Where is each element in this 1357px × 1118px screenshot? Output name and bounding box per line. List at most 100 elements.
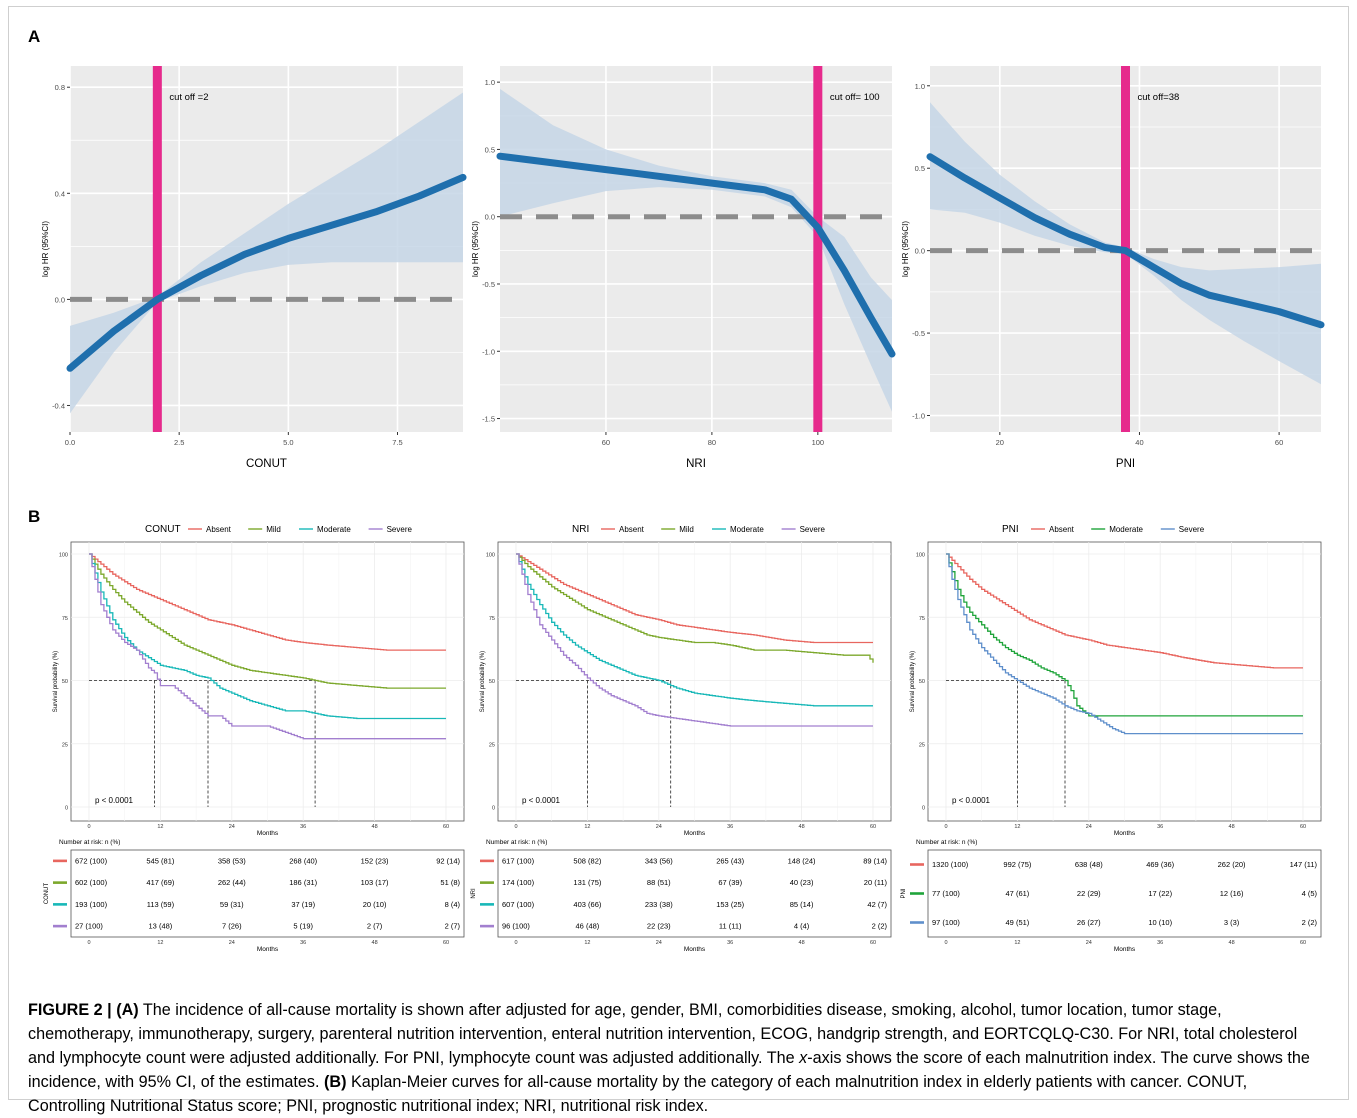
risk-cell: 22 (29) [1077, 889, 1101, 898]
y-tick-label: 0.0 [55, 295, 65, 304]
y-axis-title: log HR (95%CI) [41, 221, 50, 277]
risk-cell: 186 (31) [289, 878, 317, 887]
risk-cell: 4 (5) [1302, 889, 1318, 898]
y-tick-label: 50 [919, 679, 925, 685]
risk-cell: 417 (69) [146, 878, 174, 887]
km-curve-absent [89, 553, 446, 651]
x-tick-label: 60 [1275, 438, 1283, 447]
risk-x-tick-label: 48 [372, 940, 378, 946]
risk-cell: 131 (75) [573, 878, 601, 887]
x-tick-label: 7.5 [392, 438, 402, 447]
risk-cell: 358 (53) [218, 856, 246, 865]
y-tick-label: -1.5 [482, 415, 495, 424]
km-curve-mild [516, 553, 874, 663]
risk-cell: 262 (20) [1218, 860, 1246, 869]
x-tick-label: 24 [229, 824, 235, 830]
y-tick-label: 0 [922, 806, 925, 812]
y-tick-label: 0.0 [485, 213, 495, 222]
panel-b-risk-tables: Number at risk: n (%) 672 (100) 545 (81) 35… [44, 839, 1322, 953]
risk-cell: 22 (23) [647, 922, 671, 931]
x-tick-label: 36 [1157, 824, 1163, 830]
cutoff-label: cut off= 100 [830, 92, 880, 103]
caption-text-1: The incidence of all-cause mortality is … [28, 1001, 1298, 1067]
risk-cell: 268 (40) [289, 856, 317, 865]
legend-label-moderate: Moderate [1109, 525, 1143, 534]
risk-table-pni: Number at risk: n (%) 1320 (100) 992 (75) 6… [901, 839, 1322, 953]
x-tick-label: 12 [1014, 824, 1020, 830]
spline-chart-nri: cut off= 100 -1.5 -1.0 -0.5 0.0 0.5 1.0 60 80 100… [471, 66, 896, 470]
legend-title: PNI [1002, 524, 1019, 535]
risk-table-border [927, 849, 1322, 938]
y-tick-label: 0.5 [485, 145, 495, 154]
risk-cell: 2 (7) [445, 922, 461, 931]
risk-x-tick-label: 0 [944, 940, 947, 946]
risk-cell: 85 (14) [790, 900, 814, 909]
risk-cell: 1320 (100) [932, 860, 969, 869]
x-tick-label: 36 [300, 824, 306, 830]
risk-cell: 233 (38) [645, 900, 673, 909]
y-tick-label: 0.5 [915, 164, 925, 173]
x-tick-label: 36 [727, 824, 733, 830]
panel-b-km-curves: 0 25 50 75 100 0 12 24 36 48 60 Months Survival prob… [53, 524, 1322, 837]
risk-cell: 2 (2) [1302, 918, 1318, 927]
risk-cell: 147 (11) [1290, 860, 1318, 869]
risk-x-axis-title: Months [684, 946, 706, 953]
y-tick-label: -0.5 [482, 280, 495, 289]
x-tick-label: 0 [514, 824, 517, 830]
spline-chart-conut: cut off =2 -0.4 0.0 0.4 0.8 0.0 2.5 5.0 7.5 CONUT… [41, 66, 467, 470]
risk-x-tick-label: 12 [157, 940, 163, 946]
risk-table-nri: Number at risk: n (%) 617 (100) 508 (82) 34… [471, 839, 892, 953]
legend-title: NRI [572, 524, 589, 535]
x-tick-label: 0 [944, 824, 947, 830]
km-curve-mild [89, 553, 446, 689]
spline-curve [926, 153, 1325, 329]
risk-cell: 17 (22) [1148, 889, 1172, 898]
p-value-label: p < 0.0001 [95, 796, 134, 805]
x-axis-title: Months [1114, 830, 1136, 837]
spline-curve [496, 152, 896, 358]
km-curve-severe [946, 553, 1303, 735]
risk-cell: 89 (14) [863, 856, 887, 865]
risk-x-axis-title: Months [257, 946, 279, 953]
risk-cell: 2 (2) [872, 922, 888, 931]
risk-x-tick-label: 36 [300, 940, 306, 946]
y-axis-title: Survival probability (%) [480, 651, 486, 712]
y-tick-label: 50 [489, 679, 495, 685]
y-tick-label: 100 [486, 553, 495, 559]
risk-cell: 174 (100) [502, 878, 535, 887]
panel-a-letter: A [28, 27, 40, 46]
risk-cell: 607 (100) [502, 900, 535, 909]
x-tick-label: 0.0 [65, 438, 75, 447]
confidence-band [70, 92, 463, 414]
legend-label-mild: Mild [266, 525, 281, 534]
risk-cell: 42 (7) [867, 900, 887, 909]
legend: NRI Absent Mild Moderate Severe [572, 524, 825, 535]
legend-label-moderate: Moderate [730, 525, 764, 534]
risk-cell: 3 (3) [1224, 918, 1240, 927]
risk-cell: 343 (56) [645, 856, 673, 865]
risk-cell: 13 (48) [149, 922, 173, 931]
x-tick-label: 48 [372, 824, 378, 830]
risk-x-tick-label: 24 [1086, 940, 1092, 946]
x-tick-label: 20 [996, 438, 1004, 447]
x-tick-label: 2.5 [174, 438, 184, 447]
figure-canvas: A B cut off =2 -0.4 0.0 0.4 0.8 0.0 2.5 5.0 7.5 C… [28, 27, 1325, 953]
risk-cell: 51 (8) [440, 878, 460, 887]
legend-label-severe: Severe [800, 525, 826, 534]
risk-cell: 27 (100) [75, 922, 103, 931]
risk-cell: 59 (31) [220, 900, 244, 909]
y-tick-label: 75 [489, 616, 495, 622]
risk-cell: 103 (17) [361, 878, 389, 887]
y-tick-label: 50 [62, 679, 68, 685]
legend-label-absent: Absent [619, 525, 645, 534]
x-tick-label: 100 [812, 438, 825, 447]
risk-cell: 11 (11) [719, 922, 742, 931]
km-curve-absent [516, 553, 873, 644]
risk-x-tick-label: 0 [514, 940, 517, 946]
risk-cell: 96 (100) [502, 922, 530, 931]
risk-x-axis-title: Months [1114, 946, 1136, 953]
y-tick-label: 0 [65, 806, 68, 812]
y-tick-label: 100 [916, 553, 925, 559]
risk-cell: 77 (100) [932, 889, 960, 898]
x-tick-label: 5.0 [283, 438, 293, 447]
